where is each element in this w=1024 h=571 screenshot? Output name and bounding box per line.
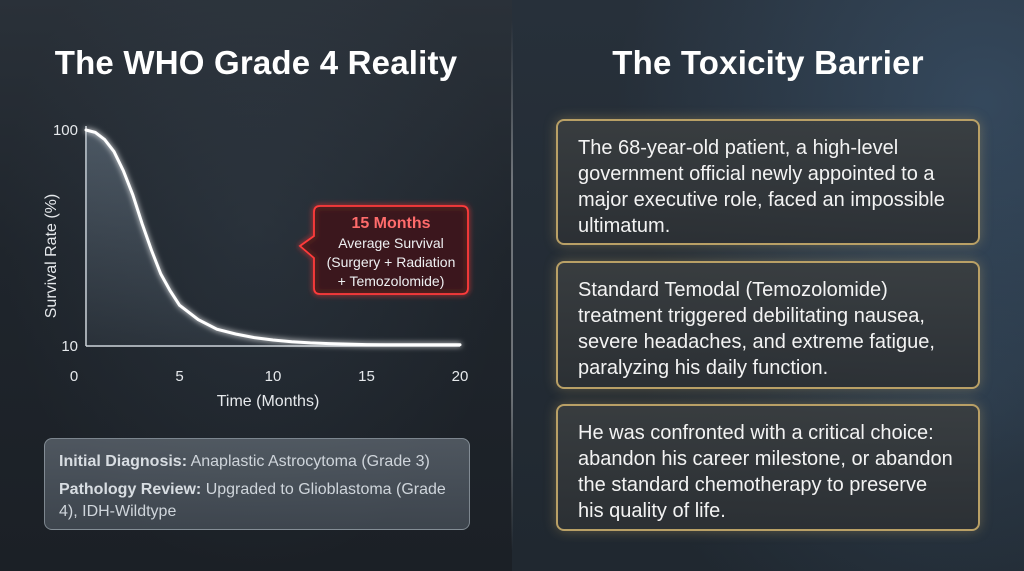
pathology-review-value: Upgraded to Glioblastoma (Grade 4), IDH-… xyxy=(59,481,446,520)
y-tick-label: 100 xyxy=(53,122,78,139)
x-tick-label: 5 xyxy=(175,368,183,385)
x-axis-label: Time (Months) xyxy=(217,393,320,410)
right-title: The Toxicity Barrier xyxy=(612,44,924,81)
survival-area xyxy=(86,130,460,346)
annotation-line: Average Survival xyxy=(338,235,444,251)
patient-context-card: The 68-year-old patient, a high-level go… xyxy=(556,119,980,245)
initial-diagnosis-label: Initial Diagnosis: xyxy=(59,453,188,470)
diagnosis-box: Initial Diagnosis: Anaplastic Astrocytom… xyxy=(44,438,470,530)
initial-diagnosis-line: Initial Diagnosis: Anaplastic Astrocytom… xyxy=(59,451,455,473)
initial-diagnosis-value: Anaplastic Astrocytoma (Grade 3) xyxy=(187,453,430,470)
critical-choice-card: He was confronted with a critical choice… xyxy=(556,404,980,531)
x-tick-label: 10 xyxy=(265,368,282,385)
pathology-review-label: Pathology Review: xyxy=(59,481,202,498)
x-tick-label: 0 xyxy=(70,368,78,385)
left-title: The WHO Grade 4 Reality xyxy=(54,44,458,81)
panel-divider xyxy=(511,20,513,551)
survival-curve xyxy=(84,128,462,347)
annotation-line: + Temozolomide) xyxy=(338,273,445,289)
annotation-title: 15 Months xyxy=(351,215,430,232)
x-tick-label: 20 xyxy=(452,368,469,385)
annotation-callout xyxy=(298,205,469,295)
x-tick-label: 15 xyxy=(358,368,375,385)
annotation-line: (Surgery + Radiation xyxy=(327,254,456,270)
survival-chart: 0 5 10 15 20 10 100 Time (Months) Survival Rate … xyxy=(43,122,469,410)
pathology-review-line: Pathology Review: Upgraded to Glioblasto… xyxy=(59,479,455,523)
treatment-toxicity-card: Standard Temodal (Temozolomide) treatmen… xyxy=(556,261,980,389)
y-tick-label: 10 xyxy=(61,338,78,355)
y-axis-label: Survival Rate (%) xyxy=(43,194,60,318)
